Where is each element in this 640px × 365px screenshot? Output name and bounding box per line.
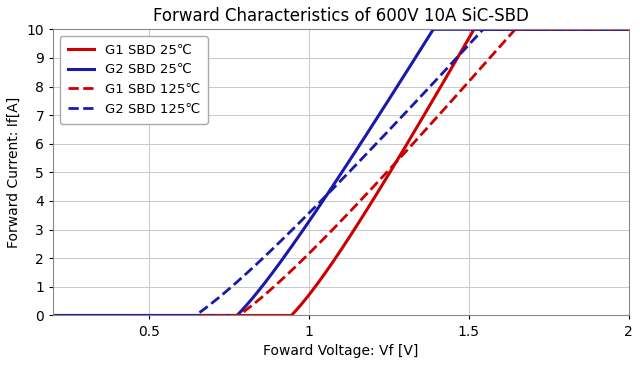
Line: G2 SBD 125℃: G2 SBD 125℃ [53, 29, 628, 315]
G2 SBD 125℃ [625, 27, 632, 31]
G2 SBD 125℃ [149, 313, 157, 318]
G1 SBD 25℃ [614, 27, 621, 31]
G2 SBD 25℃ [295, 234, 303, 238]
G2 SBD 125℃ [552, 27, 559, 31]
Line: G1 SBD 125℃: G1 SBD 125℃ [53, 29, 628, 315]
G2 SBD 25℃ [552, 27, 559, 31]
G1 SBD 25℃ [149, 313, 157, 318]
G2 SBD 25℃ [49, 313, 57, 318]
Title: Forward Characteristics of 600V 10A SiC-SBD: Forward Characteristics of 600V 10A SiC-… [153, 7, 529, 25]
G1 SBD 25℃ [625, 27, 632, 31]
G1 SBD 125℃ [552, 27, 559, 31]
G2 SBD 25℃ [625, 27, 632, 31]
G2 SBD 125℃ [115, 313, 123, 318]
Line: G2 SBD 25℃: G2 SBD 25℃ [53, 29, 628, 315]
G2 SBD 25℃ [115, 313, 123, 318]
G1 SBD 125℃ [295, 261, 303, 266]
G2 SBD 125℃ [49, 313, 57, 318]
Line: G1 SBD 25℃: G1 SBD 25℃ [53, 29, 628, 315]
G1 SBD 125℃ [511, 27, 519, 31]
G2 SBD 125℃ [614, 27, 621, 31]
G2 SBD 125℃ [270, 246, 278, 250]
G1 SBD 125℃ [149, 313, 157, 318]
G1 SBD 25℃ [552, 27, 559, 31]
G1 SBD 25℃ [49, 313, 57, 318]
G1 SBD 25℃ [270, 313, 278, 318]
G2 SBD 25℃ [149, 313, 157, 318]
G2 SBD 25℃ [270, 269, 278, 273]
G1 SBD 125℃ [115, 313, 123, 318]
G1 SBD 125℃ [614, 27, 621, 31]
Legend: G1 SBD 25℃, G2 SBD 25℃, G1 SBD 125℃, G2 SBD 125℃: G1 SBD 25℃, G2 SBD 25℃, G1 SBD 125℃, G2 … [60, 36, 208, 123]
G1 SBD 25℃ [295, 305, 303, 310]
G2 SBD 125℃ [295, 221, 303, 226]
G2 SBD 25℃ [614, 27, 621, 31]
G1 SBD 25℃ [115, 313, 123, 318]
G1 SBD 125℃ [625, 27, 632, 31]
G1 SBD 125℃ [49, 313, 57, 318]
X-axis label: Foward Voltage: Vf [V]: Foward Voltage: Vf [V] [263, 344, 419, 358]
G1 SBD 25℃ [470, 27, 478, 31]
Y-axis label: Forward Current: If[A]: Forward Current: If[A] [7, 97, 21, 248]
G2 SBD 25℃ [429, 27, 437, 31]
G1 SBD 125℃ [270, 285, 278, 289]
G2 SBD 125℃ [479, 27, 487, 31]
